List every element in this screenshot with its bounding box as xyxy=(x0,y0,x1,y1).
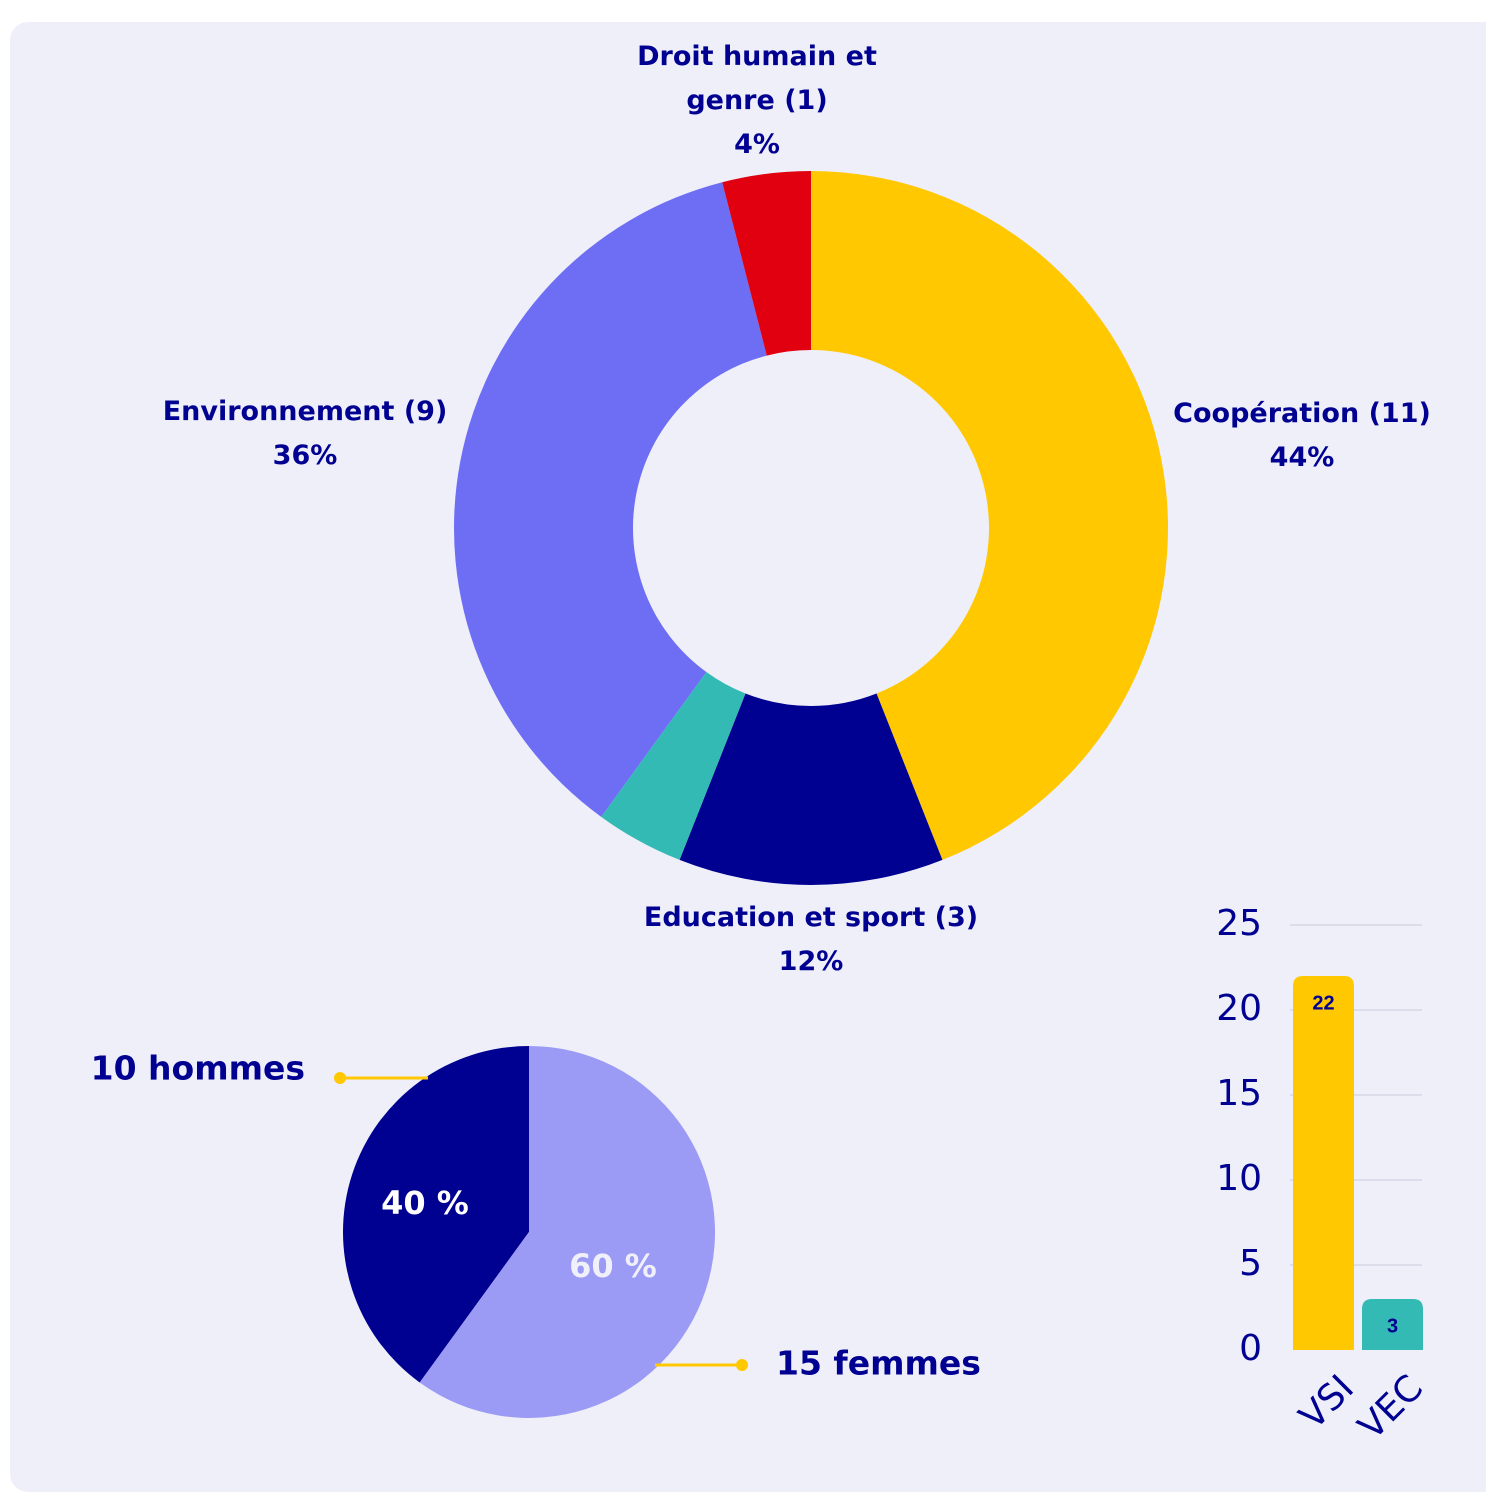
slice-label: Education et sport (3) xyxy=(643,902,979,933)
y-tick-label: 25 xyxy=(1216,903,1262,944)
bar xyxy=(1362,1299,1423,1350)
donut-slice xyxy=(601,672,746,860)
y-tick-label: 10 xyxy=(1216,1158,1262,1199)
bar-value-label: 3 xyxy=(1387,1315,1398,1337)
donut-slice xyxy=(722,171,811,356)
leader-dot xyxy=(334,1072,346,1084)
donut-slice xyxy=(679,693,943,885)
slice-value-label: 4% xyxy=(734,129,780,160)
pie-value-label: 40 % xyxy=(381,1184,469,1222)
y-tick-label: 20 xyxy=(1216,988,1262,1029)
bar xyxy=(1293,976,1354,1350)
y-tick-label: 5 xyxy=(1239,1243,1262,1284)
donut-slice xyxy=(453,182,767,817)
y-tick-label: 15 xyxy=(1216,1073,1262,1114)
bar-value-label: 22 xyxy=(1312,992,1334,1014)
pie-label: 15 femmes xyxy=(776,1344,981,1383)
slice-label: Droit humain et genre (1) xyxy=(637,41,877,116)
leader-dot xyxy=(736,1359,748,1371)
slice-value-label: 44% xyxy=(1269,442,1335,473)
donut-slice xyxy=(811,171,1168,860)
pie-slice xyxy=(419,1046,715,1418)
pie-label: 10 hommes xyxy=(91,1049,305,1088)
slice-label: Environnement (9) xyxy=(162,396,448,427)
slice-value-label: 12% xyxy=(778,946,844,977)
pie-slice xyxy=(342,1046,529,1383)
slice-label: Coopération (11) xyxy=(1173,398,1431,429)
pie-value-label: 60 % xyxy=(569,1247,657,1285)
y-tick-label: 0 xyxy=(1239,1328,1262,1369)
slice-value-label: 36% xyxy=(272,440,338,471)
